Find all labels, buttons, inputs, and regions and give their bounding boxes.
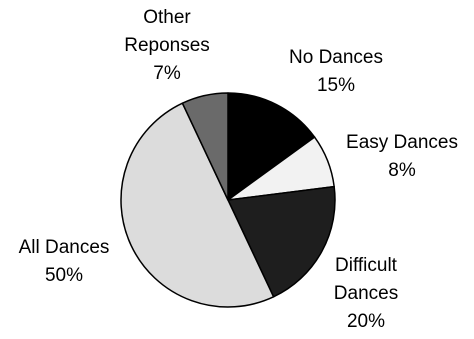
pie-slice-all [120,102,275,308]
slice-label-no-dances-line-1: No Dances [289,47,383,68]
slice-percent-other-responses: 7% [153,63,181,84]
slice-label-other-responses-line-1: Other [143,7,191,28]
pie-slice-difficult [227,185,336,298]
slice-label-easy-dances-line-1: Easy Dances [346,132,458,153]
slice-label-difficult-dances-line-1: Difficult [335,255,397,276]
slice-label-all-dances: All Dances 50% [2,234,126,290]
pie-slice-other [181,92,229,201]
slice-label-no-dances: No Dances 15% [266,44,406,100]
slice-percent-no-dances: 15% [316,75,356,96]
slice-percent-difficult-dances: 20% [346,311,386,332]
slice-label-difficult-dances: Difficult Dances 20% [316,252,416,336]
slice-label-easy-dances: Easy Dances 8% [334,129,470,185]
slice-label-difficult-dances-line-2: Dances [333,283,399,304]
slice-label-other-responses-line-2: Reponses [124,35,210,56]
pie-slice-no [227,92,316,201]
slice-label-all-dances-line-1: All Dances [18,237,110,258]
slice-label-other-responses: Other Reponses 7% [112,4,222,88]
slice-percent-easy-dances: 8% [388,160,416,181]
slice-percent-all-dances: 50% [44,265,84,286]
